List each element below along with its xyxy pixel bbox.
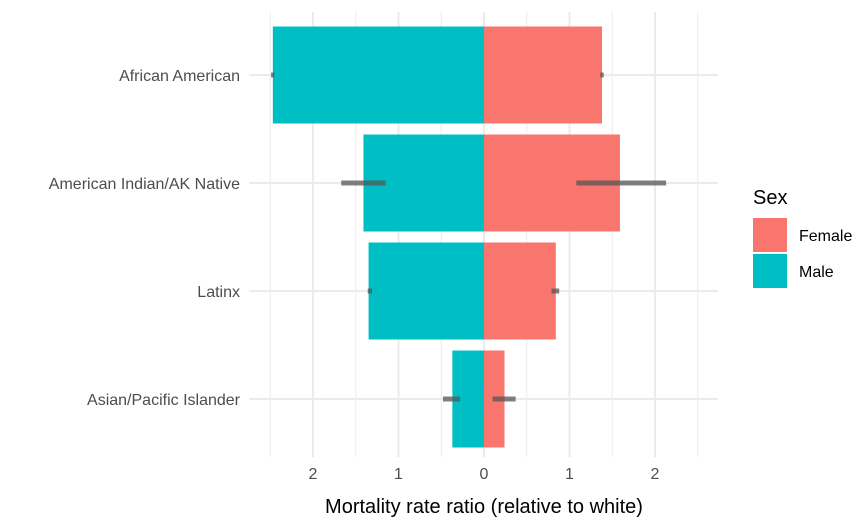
legend-key-male [753,254,787,288]
x-tick-label-neg1: 1 [394,466,403,483]
category-label-latinx: Latinx [197,284,240,301]
error-bar-male-asian-pacific-islander [442,396,461,402]
legend-key-female [753,218,787,252]
category-labels: African American American Indian/AK Nativ… [49,68,241,409]
error-bar-female-asian-pacific-islander [492,396,516,402]
legend: Sex Female Male [753,187,852,288]
x-tick-labels: 2 1 0 1 2 [309,466,660,483]
error-bar-female-latinx [551,288,560,294]
category-label-american-indian-ak-native: American Indian/AK Native [49,176,240,193]
bars [272,26,620,448]
bar-female-latinx [484,242,556,340]
legend-label-female: Female [799,228,852,245]
bar-male-latinx [368,242,484,340]
error-bar-male-latinx [367,288,372,294]
legend-items: Female Male [753,218,852,288]
bar-female-african-american [484,26,602,124]
error-bar-male-american-indian-ak-native [341,180,386,186]
error-bar-female-american-indian-ak-native [576,180,667,186]
x-tick-label-neg2: 2 [309,466,318,483]
error-bar-male-african-american [271,72,275,78]
category-label-asian-pacific-islander: Asian/Pacific Islander [87,392,241,409]
error-bars [271,72,667,402]
x-tick-label-2: 2 [651,466,660,483]
category-label-african-american: African American [119,68,240,85]
x-tick-label-1: 1 [565,466,574,483]
bar-male-african-american [272,26,484,124]
x-axis-title: Mortality rate ratio (relative to white) [325,496,643,518]
error-bar-female-african-american [600,72,604,78]
legend-label-male: Male [799,264,834,281]
x-tick-label-0: 0 [480,466,489,483]
legend-title: Sex [753,187,787,209]
